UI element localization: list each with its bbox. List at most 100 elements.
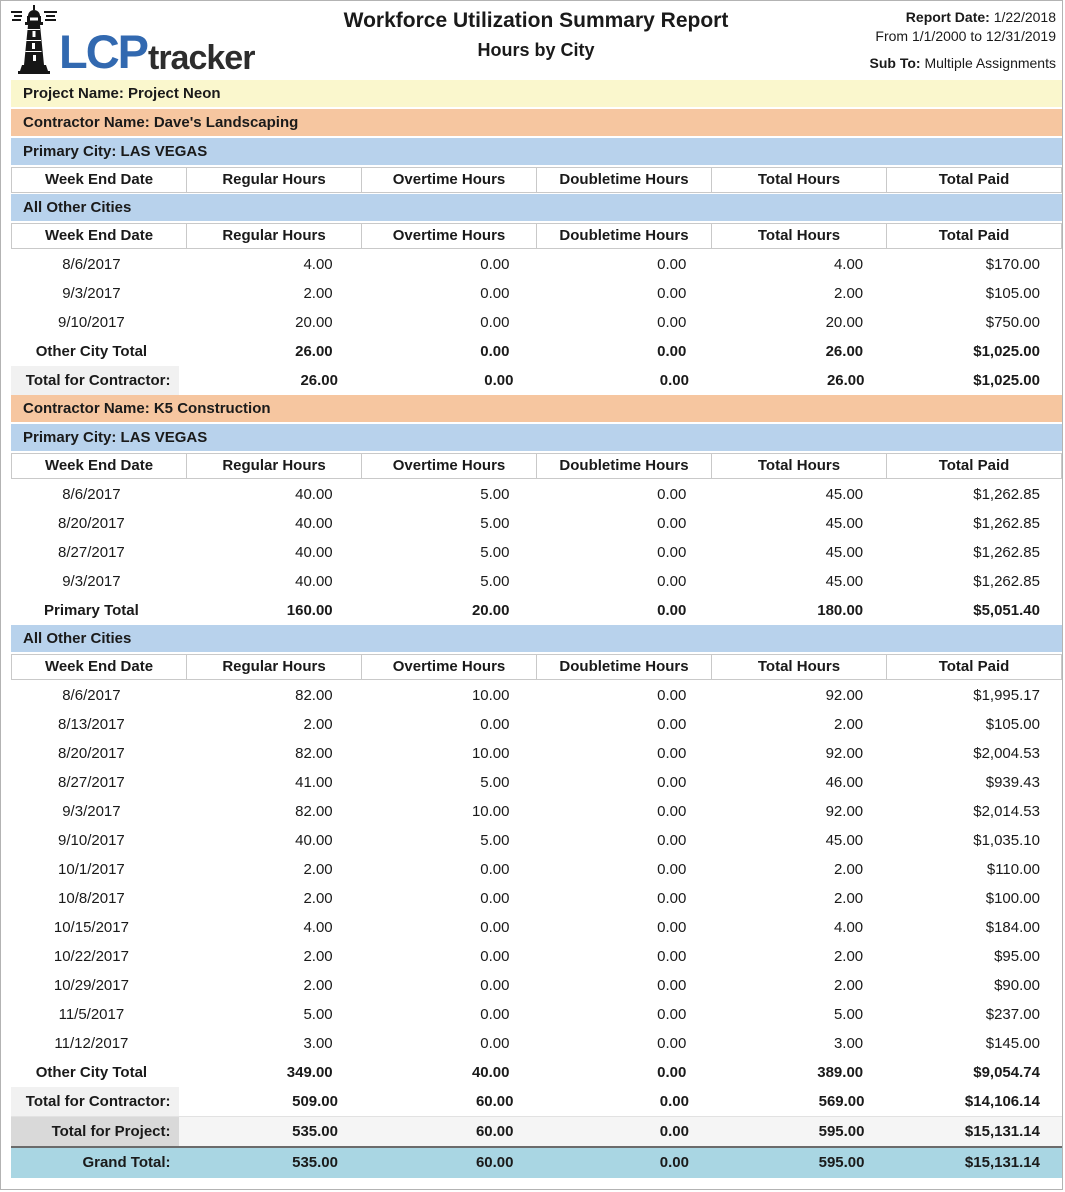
- date-range: From 1/1/2000 to 12/31/2019: [875, 28, 1056, 44]
- band-city: Primary City: LAS VEGAS: [11, 138, 1062, 167]
- cell-regular-hours: 40.00: [295, 573, 333, 590]
- sub-to-line: Sub To: Multiple Assignments: [811, 54, 1056, 73]
- column-header-total-paid: Total Paid: [886, 453, 1062, 479]
- cell-regular-hours: 509.00: [292, 1093, 338, 1110]
- cell-total-paid: $1,262.85: [973, 515, 1040, 532]
- cell-overtime-hours: 0.00: [480, 1035, 510, 1052]
- row-label: Primary Total: [44, 602, 139, 619]
- cell-doubletime-hours: 0.00: [657, 1064, 687, 1081]
- row-label: 10/8/2017: [58, 890, 125, 907]
- cell-total-paid: $2,014.53: [973, 803, 1040, 820]
- cell-doubletime-hours: 0.00: [657, 486, 687, 503]
- data-row: 9/10/2017 40.00 5.00 0.00 45.00 $1,035.10: [11, 826, 1062, 855]
- column-header-total-hours: Total Hours: [711, 223, 887, 249]
- data-row: 10/1/2017 2.00 0.00 0.00 2.00 $110.00: [11, 855, 1062, 884]
- cell-total-paid: $1,035.10: [973, 832, 1040, 849]
- cell-doubletime-hours: 0.00: [657, 919, 687, 936]
- row-label: 8/13/2017: [58, 716, 125, 733]
- cell-regular-hours: 2.00: [303, 716, 333, 733]
- cell-regular-hours: 26.00: [300, 372, 338, 389]
- column-header-total-hours: Total Hours: [711, 453, 887, 479]
- column-header-week-end-date: Week End Date: [11, 167, 187, 193]
- cell-overtime-hours: 5.00: [480, 832, 510, 849]
- cell-regular-hours: 349.00: [286, 1064, 333, 1081]
- column-header-overtime-hours: Overtime Hours: [361, 167, 537, 193]
- row-label: 8/27/2017: [58, 544, 125, 561]
- cell-total-hours: 389.00: [817, 1064, 864, 1081]
- column-header-week-end-date: Week End Date: [11, 654, 187, 680]
- row-label: 11/5/2017: [58, 1006, 125, 1023]
- cell-total-hours: 569.00: [818, 1093, 865, 1110]
- column-header-doubletime-hours: Doubletime Hours: [536, 167, 712, 193]
- cell-regular-hours: 40.00: [295, 832, 333, 849]
- row-label: 8/27/2017: [58, 774, 125, 791]
- row-label: 10/29/2017: [53, 977, 129, 994]
- column-header-total-paid: Total Paid: [886, 167, 1062, 193]
- cell-total-paid: $14,106.14: [964, 1093, 1040, 1110]
- cell-doubletime-hours: 0.00: [657, 861, 687, 878]
- row-label: Other City Total: [35, 1064, 148, 1081]
- cell-overtime-hours: 0.00: [480, 977, 510, 994]
- cell-doubletime-hours: 0.00: [659, 372, 689, 389]
- cell-overtime-hours: 5.00: [480, 486, 510, 503]
- column-header-total-hours: Total Hours: [711, 167, 887, 193]
- cell-doubletime-hours: 0.00: [657, 745, 687, 762]
- cell-doubletime-hours: 0.00: [657, 314, 687, 331]
- cell-total-paid: $5,051.40: [973, 602, 1040, 619]
- row-label: 9/3/2017: [62, 573, 121, 590]
- cell-total-hours: 45.00: [825, 573, 864, 590]
- cell-total-paid: $237.00: [985, 1006, 1040, 1023]
- data-row: 9/3/2017 82.00 10.00 0.00 92.00 $2,014.53: [11, 797, 1062, 826]
- data-row: 9/10/2017 20.00 0.00 0.00 20.00 $750.00: [11, 308, 1062, 337]
- row-label: 10/1/2017: [58, 861, 125, 878]
- cell-overtime-hours: 0.00: [480, 890, 510, 907]
- data-row: 8/27/2017 41.00 5.00 0.00 46.00 $939.43: [11, 768, 1062, 797]
- cell-overtime-hours: 0.00: [484, 372, 514, 389]
- report-meta: Report Date: 1/22/2018 From 1/1/2000 to …: [811, 1, 1062, 73]
- cell-overtime-hours: 5.00: [480, 573, 510, 590]
- lcptracker-logo: LCP tracker: [11, 1, 261, 75]
- row-label: 9/10/2017: [58, 832, 125, 849]
- cell-overtime-hours: 60.00: [475, 1093, 514, 1110]
- cell-doubletime-hours: 0.00: [657, 515, 687, 532]
- row-label: 10/15/2017: [53, 919, 129, 936]
- cell-total-hours: 2.00: [833, 716, 864, 733]
- cell-total-paid: $1,262.85: [973, 486, 1040, 503]
- band-city: Primary City: LAS VEGAS: [11, 424, 1062, 453]
- cell-overtime-hours: 0.00: [480, 256, 510, 273]
- cell-regular-hours: 82.00: [295, 803, 333, 820]
- cell-regular-hours: 2.00: [303, 977, 333, 994]
- subtotal-row: Other City Total 26.00 0.00 0.00 26.00 $1,025…: [11, 337, 1062, 366]
- cell-overtime-hours: 20.00: [471, 602, 510, 619]
- cell-doubletime-hours: 0.00: [657, 256, 687, 273]
- data-row: 8/6/2017 40.00 5.00 0.00 45.00 $1,262.85: [11, 480, 1062, 509]
- column-header-week-end-date: Week End Date: [11, 223, 187, 249]
- cell-regular-hours: 2.00: [303, 948, 333, 965]
- report-date-label: Report Date:: [905, 9, 990, 25]
- row-label: 8/6/2017: [62, 486, 121, 503]
- column-header-row: Week End Date Regular Hours Overtime Hours…: [11, 654, 1062, 680]
- cell-overtime-hours: 0.00: [480, 343, 510, 360]
- row-label: Total for Contractor:: [11, 1087, 179, 1116]
- cell-doubletime-hours: 0.00: [659, 1123, 689, 1140]
- cell-regular-hours: 40.00: [295, 486, 333, 503]
- cell-overtime-hours: 5.00: [480, 544, 510, 561]
- row-label: Grand Total:: [82, 1154, 171, 1171]
- cell-regular-hours: 2.00: [303, 890, 333, 907]
- cell-doubletime-hours: 0.00: [657, 948, 687, 965]
- column-header-total-paid: Total Paid: [886, 654, 1062, 680]
- cell-total-paid: $1,262.85: [973, 573, 1040, 590]
- cell-total-hours: 45.00: [825, 544, 864, 561]
- cell-regular-hours: 82.00: [295, 687, 333, 704]
- cell-regular-hours: 26.00: [295, 343, 333, 360]
- row-label: 9/10/2017: [58, 314, 125, 331]
- cell-total-hours: 2.00: [833, 285, 864, 302]
- report-titles: Workforce Utilization Summary Report Hou…: [261, 1, 811, 61]
- band-contractor: Contractor Name: K5 Construction: [11, 395, 1062, 424]
- cell-doubletime-hours: 0.00: [659, 1093, 689, 1110]
- cell-doubletime-hours: 0.00: [657, 832, 687, 849]
- column-header-row: Week End Date Regular Hours Overtime Hours…: [11, 453, 1062, 479]
- cell-total-hours: 26.00: [826, 372, 865, 389]
- cell-total-hours: 595.00: [818, 1123, 865, 1140]
- data-row: 8/6/2017 4.00 0.00 0.00 4.00 $170.00: [11, 250, 1062, 279]
